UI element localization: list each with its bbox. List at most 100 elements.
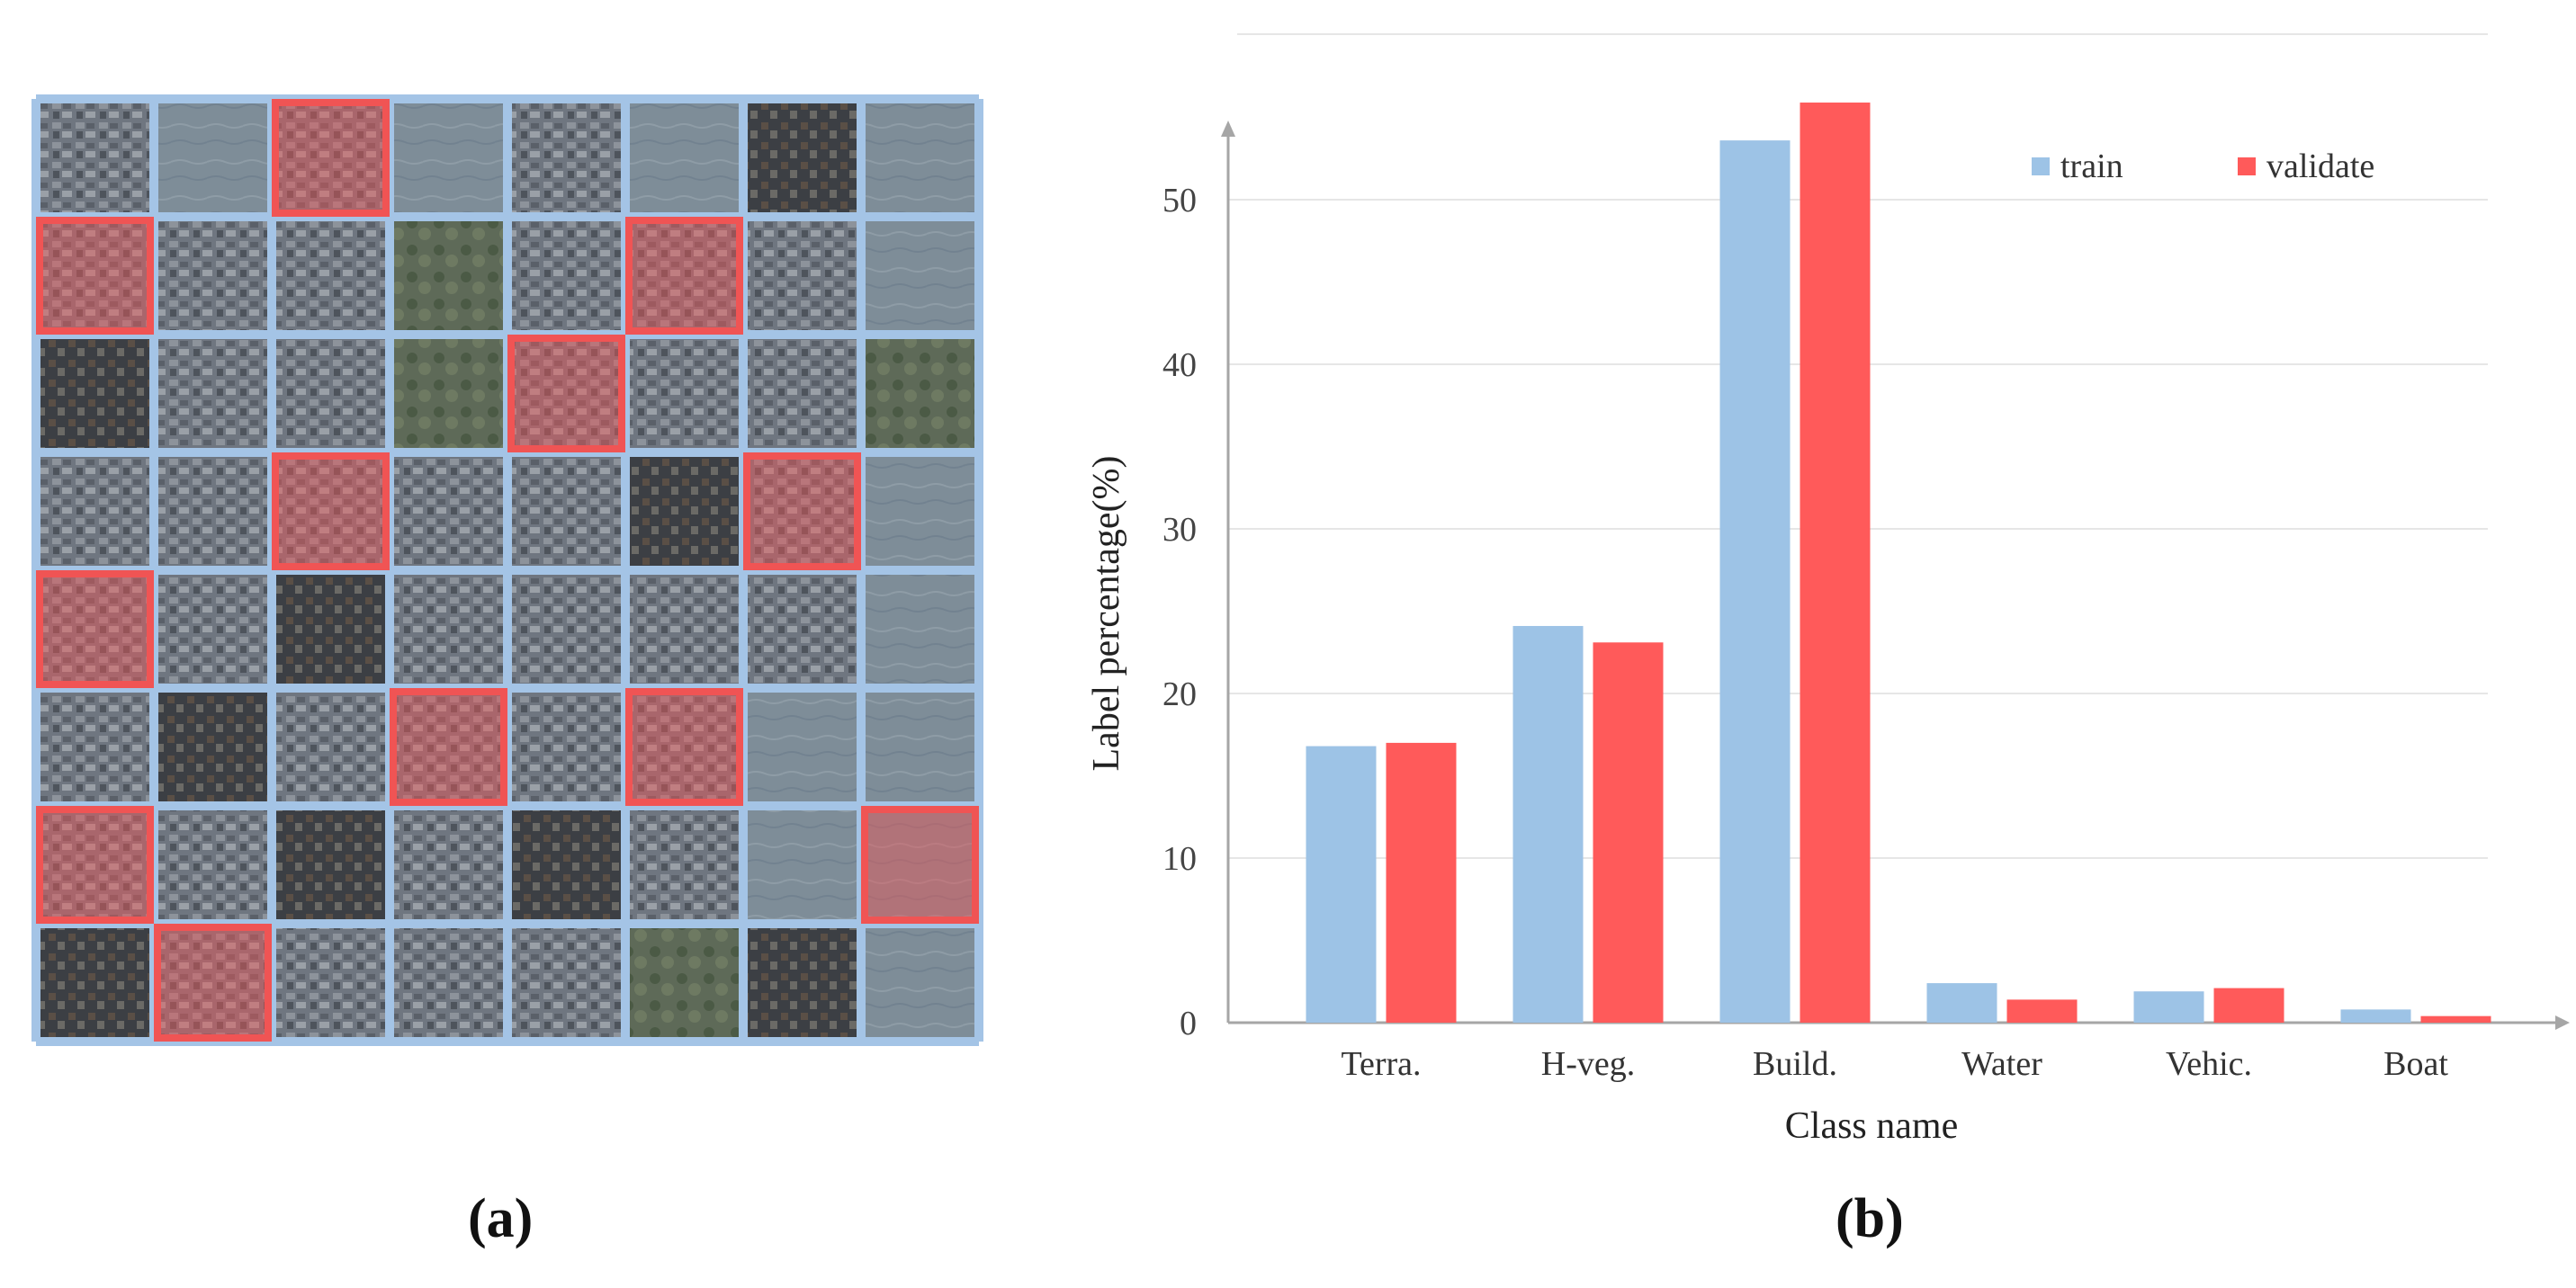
bar-train-water bbox=[1926, 983, 1997, 1023]
y-tick-label: 0 bbox=[1180, 1005, 1197, 1042]
aerial-tile bbox=[390, 335, 507, 452]
aerial-tile bbox=[36, 806, 154, 924]
x-tick-label: H-veg. bbox=[1541, 1045, 1635, 1083]
aerial-tile bbox=[154, 570, 272, 688]
x-tick-label: Vehic. bbox=[2166, 1045, 2252, 1083]
aerial-tile bbox=[861, 806, 979, 924]
x-axis-arrow bbox=[2555, 1015, 2570, 1030]
aerial-tile bbox=[625, 335, 743, 452]
aerial-tile bbox=[154, 924, 272, 1042]
aerial-tile bbox=[36, 99, 154, 217]
y-tick-label: 20 bbox=[1162, 675, 1197, 713]
aerial-tile bbox=[861, 452, 979, 570]
y-tick-label: 50 bbox=[1162, 182, 1197, 219]
aerial-tile bbox=[625, 99, 743, 217]
aerial-tile bbox=[36, 452, 154, 570]
aerial-tile bbox=[743, 99, 861, 217]
x-tick-label: Build. bbox=[1753, 1045, 1837, 1083]
aerial-tile bbox=[36, 217, 154, 335]
validation-tile bbox=[272, 452, 390, 570]
aerial-tile bbox=[507, 806, 625, 924]
aerial-tile bbox=[154, 806, 272, 924]
aerial-tile bbox=[36, 688, 154, 806]
aerial-tile bbox=[743, 335, 861, 452]
chart-bars bbox=[1306, 103, 2491, 1023]
aerial-tile bbox=[743, 570, 861, 688]
aerial-tile bbox=[743, 452, 861, 570]
aerial-tile bbox=[36, 335, 154, 452]
legend-swatch-validate bbox=[2238, 157, 2256, 175]
panel-label-a: (a) bbox=[468, 1188, 534, 1249]
validation-tile bbox=[390, 688, 507, 806]
aerial-tile bbox=[272, 217, 390, 335]
aerial-tile bbox=[507, 335, 625, 452]
aerial-tile bbox=[861, 688, 979, 806]
validation-tile bbox=[154, 924, 272, 1042]
y-axis-arrow bbox=[1221, 121, 1235, 137]
bar-chart: 0 10 20 30 40 50 Terra. H-veg. Build. Water Vehic… bbox=[1086, 33, 2570, 1147]
aerial-tile bbox=[625, 570, 743, 688]
aerial-tile bbox=[861, 570, 979, 688]
aerial-tile bbox=[390, 217, 507, 335]
y-tick-label: 10 bbox=[1162, 840, 1197, 878]
aerial-tile bbox=[861, 335, 979, 452]
aerial-tile bbox=[861, 99, 979, 217]
aerial-tile bbox=[154, 99, 272, 217]
aerial-tile bbox=[272, 452, 390, 570]
y-tick-label: 40 bbox=[1162, 346, 1197, 384]
validation-tile bbox=[507, 335, 625, 452]
bar-train-hveg bbox=[1512, 625, 1584, 1023]
aerial-tile bbox=[625, 217, 743, 335]
bar-validate-hveg bbox=[1593, 642, 1664, 1023]
x-tick-label: Water bbox=[1961, 1045, 2042, 1083]
aerial-tile bbox=[507, 688, 625, 806]
panel-label-b: (b) bbox=[1836, 1188, 1904, 1249]
x-tick-label: Boat bbox=[2383, 1045, 2448, 1083]
aerial-tile bbox=[390, 924, 507, 1042]
validation-tile bbox=[743, 452, 861, 570]
aerial-tile bbox=[861, 217, 979, 335]
aerial-tile bbox=[507, 452, 625, 570]
validation-tile bbox=[272, 99, 390, 217]
bar-train-vehic bbox=[2133, 991, 2204, 1023]
aerial-tile bbox=[154, 688, 272, 806]
bar-train-build bbox=[1719, 140, 1791, 1023]
y-tick-labels: 0 10 20 30 40 50 bbox=[1162, 182, 1197, 1042]
aerial-tile bbox=[743, 688, 861, 806]
aerial-tiles bbox=[36, 99, 979, 1042]
bar-validate-water bbox=[2006, 999, 2078, 1023]
aerial-tile bbox=[154, 217, 272, 335]
aerial-tile bbox=[625, 924, 743, 1042]
tile-grid-panel bbox=[27, 81, 990, 1052]
legend-label-validate: validate bbox=[2266, 148, 2374, 185]
validation-tile bbox=[625, 688, 743, 806]
legend-swatch-train bbox=[2032, 157, 2050, 175]
validation-tile bbox=[861, 806, 979, 924]
aerial-tile bbox=[390, 99, 507, 217]
aerial-tile bbox=[507, 217, 625, 335]
aerial-tile bbox=[272, 806, 390, 924]
bar-chart-panel: 0 10 20 30 40 50 Terra. H-veg. Build. Water Vehic… bbox=[1062, 0, 2576, 1169]
aerial-tile bbox=[154, 335, 272, 452]
aerial-tile bbox=[390, 688, 507, 806]
tile-grid-image bbox=[31, 94, 983, 1046]
bar-validate-vehic bbox=[2213, 988, 2284, 1023]
aerial-tile bbox=[390, 570, 507, 688]
aerial-tile bbox=[272, 924, 390, 1042]
aerial-tile bbox=[507, 570, 625, 688]
aerial-tile bbox=[390, 452, 507, 570]
validation-tile bbox=[625, 217, 743, 335]
aerial-tile bbox=[507, 99, 625, 217]
aerial-tile bbox=[743, 924, 861, 1042]
y-tick-label: 30 bbox=[1162, 511, 1197, 549]
x-tick-label: Terra. bbox=[1341, 1045, 1421, 1083]
aerial-tile bbox=[272, 335, 390, 452]
bar-validate-terra bbox=[1386, 742, 1457, 1023]
validation-tile bbox=[36, 570, 154, 688]
aerial-tile bbox=[36, 924, 154, 1042]
legend-label-train: train bbox=[2060, 148, 2123, 185]
x-category-labels: Terra. H-veg. Build. Water Vehic. Boat bbox=[1341, 1045, 2448, 1083]
y-axis-title: Label percentage(%) bbox=[1086, 456, 1127, 772]
bar-train-boat bbox=[2340, 1009, 2411, 1023]
validation-tile bbox=[36, 217, 154, 335]
